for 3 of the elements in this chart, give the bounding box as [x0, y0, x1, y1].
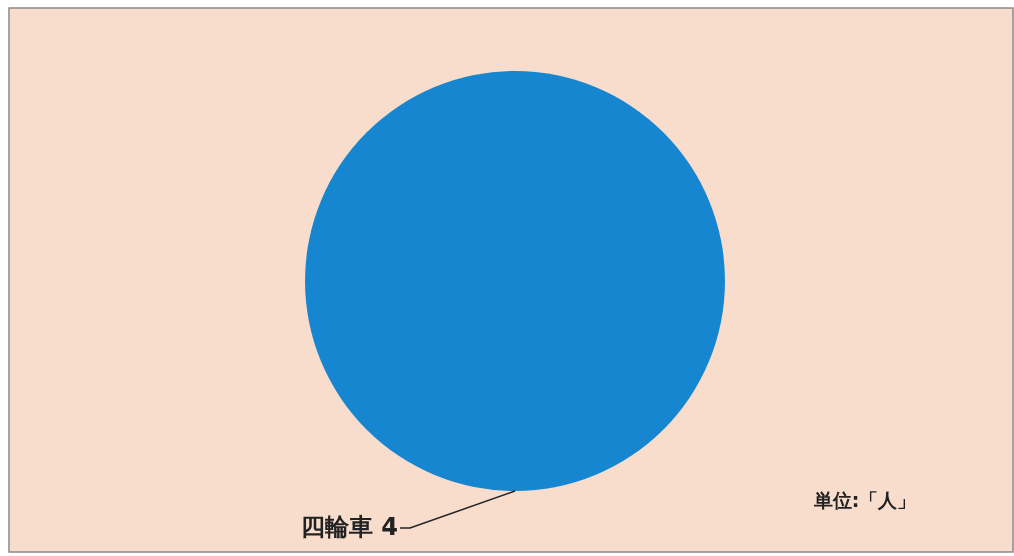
text: 単位:「人」 — [812, 489, 917, 511]
data-label: 4 — [381, 513, 398, 541]
slice-label: 四輪車 — [301, 513, 374, 541]
